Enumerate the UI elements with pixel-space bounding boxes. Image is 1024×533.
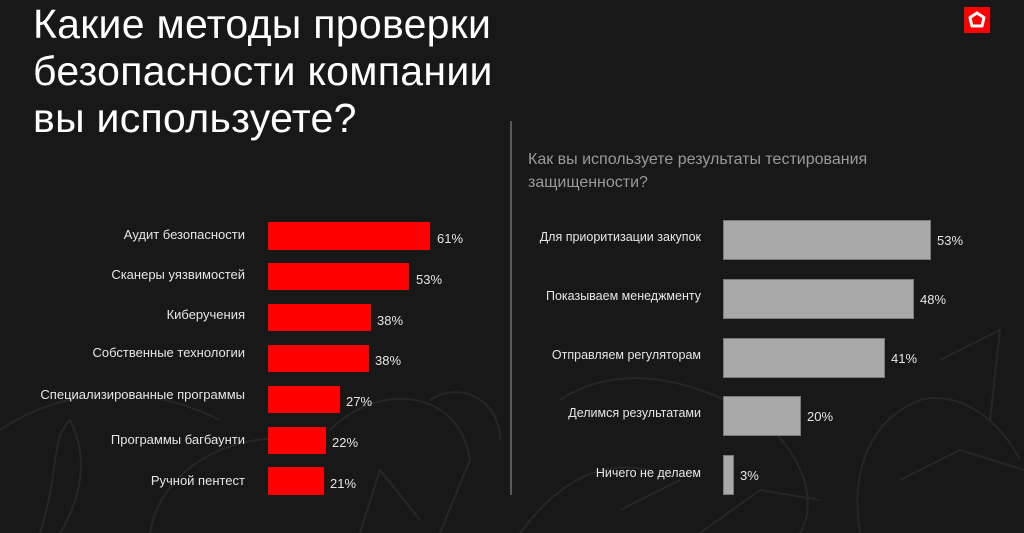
bar-label: Для приоритизации закупок: [539, 230, 701, 244]
brand-logo-icon: [963, 6, 991, 34]
bar-regulators: [723, 338, 885, 378]
title-line-2: безопасности компании: [33, 48, 493, 94]
bar-value: 48%: [920, 292, 947, 307]
right-bar-row: Для приоритизации закупок 53%: [520, 220, 1000, 260]
bar-value: 61%: [437, 231, 464, 246]
bar-value: 22%: [332, 435, 359, 450]
bar-cyber-exercises: [268, 304, 371, 331]
bar-value: 3%: [740, 468, 759, 483]
slide-title: Какие методы проверки безопасности компа…: [33, 1, 673, 142]
right-bar-row: Ничего не делаем 3%: [520, 455, 1000, 495]
left-bar-row: Аудит безопасности 61%: [0, 222, 480, 250]
bar-procurement: [723, 220, 931, 260]
bar-value: 21%: [330, 476, 357, 491]
bar-value: 20%: [807, 409, 834, 424]
bar-bugbounty: [268, 427, 326, 454]
bar-label: Делимся результатами: [568, 406, 701, 420]
left-bar-row: Специализированные программы 27%: [0, 386, 480, 414]
bar-label: Аудит безопасности: [123, 227, 245, 242]
left-bar-row: Собственные технологии 38%: [0, 345, 480, 373]
right-bar-row: Показываем менеджменту 48%: [520, 279, 1000, 319]
right-chart-title: Как вы используете результаты тестирован…: [528, 148, 988, 194]
bar-label: Сканеры уязвимостей: [111, 267, 245, 282]
bar-value: 53%: [416, 272, 443, 287]
right-title-line-2: защищенности?: [528, 174, 648, 191]
left-bar-row: Программы багбаунти 22%: [0, 427, 480, 455]
bar-value: 38%: [377, 313, 404, 328]
bar-own-tech: [268, 345, 369, 372]
right-title-line-1: Как вы используете результаты тестирован…: [528, 151, 868, 168]
bar-scanners: [268, 263, 409, 290]
bar-label: Программы багбаунти: [110, 432, 245, 447]
bar-manual-pentest: [268, 467, 324, 495]
bar-share-results: [723, 396, 801, 436]
bar-label: Отправляем регуляторам: [551, 348, 701, 362]
right-bar-row: Отправляем регуляторам 41%: [520, 338, 1000, 378]
bar-label: Показываем менеджменту: [545, 289, 701, 303]
bar-specialized-programs: [268, 386, 340, 413]
bar-value: 38%: [375, 353, 402, 368]
bar-value: 41%: [891, 351, 918, 366]
bar-label: Специализированные программы: [40, 387, 245, 402]
left-bar-row: Ручной пентест 21%: [0, 467, 480, 495]
bar-management: [723, 279, 914, 319]
left-bar-row: Сканеры уязвимостей 53%: [0, 263, 480, 291]
bar-audit: [268, 222, 430, 250]
right-bar-row: Делимся результатами 20%: [520, 396, 1000, 436]
bar-nothing: [723, 455, 734, 495]
bar-label: Киберучения: [166, 307, 245, 322]
bar-label: Ручной пентест: [150, 473, 245, 488]
title-line-1: Какие методы проверки: [33, 1, 492, 47]
title-line-3: вы используете?: [33, 95, 357, 141]
bar-label: Собственные технологии: [92, 345, 245, 360]
left-bar-row: Киберучения 38%: [0, 304, 480, 332]
bar-value: 27%: [346, 394, 373, 409]
bar-label: Ничего не делаем: [595, 466, 701, 480]
bar-value: 53%: [937, 233, 964, 248]
vertical-divider: [510, 121, 512, 495]
